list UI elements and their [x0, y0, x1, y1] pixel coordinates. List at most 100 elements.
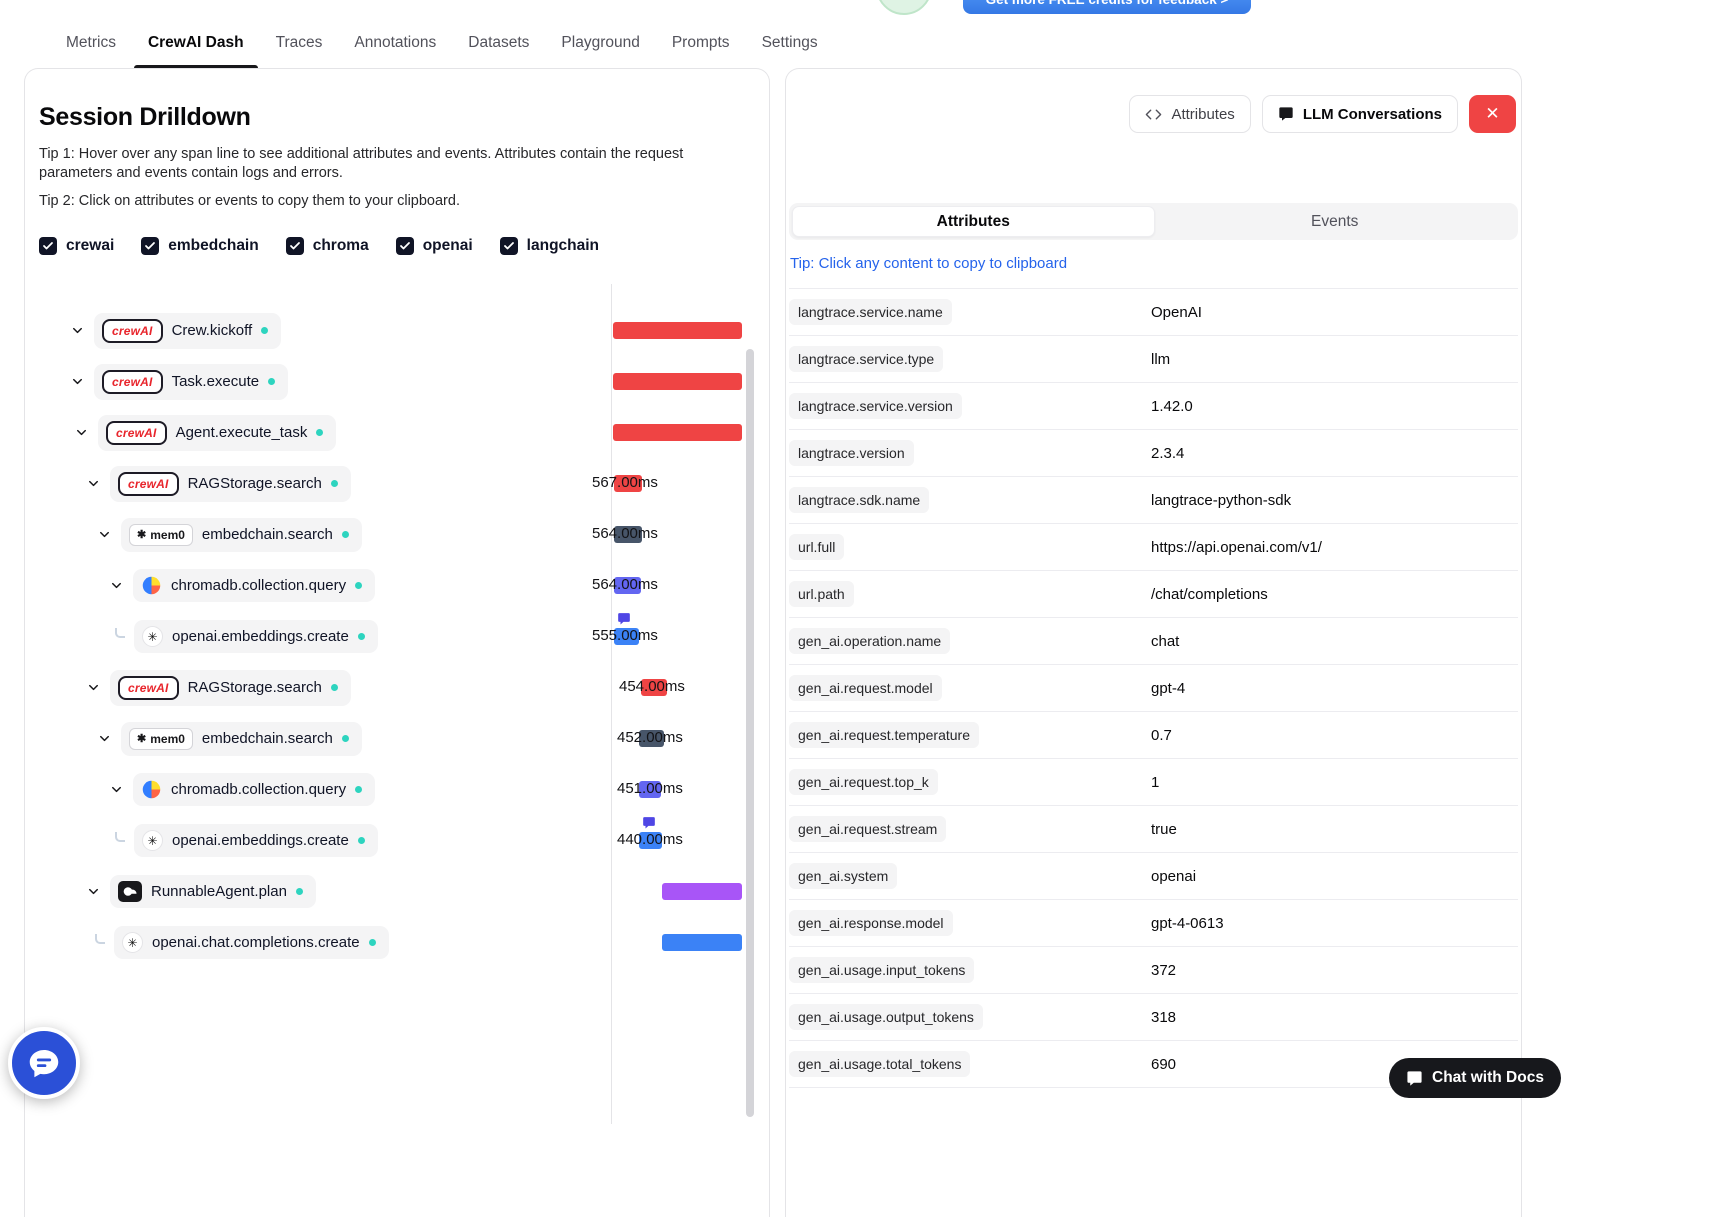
nav-tab[interactable]: Traces	[260, 34, 339, 68]
checkbox-checked-icon[interactable]	[141, 237, 160, 255]
span-duration-bar[interactable]	[614, 526, 642, 543]
attribute-row[interactable]: gen_ai.system openai	[789, 853, 1518, 900]
chevron-down-icon[interactable]	[97, 731, 112, 746]
span-label-pill[interactable]: ✱ mem0 embedchain.search	[121, 517, 362, 552]
span-label-pill[interactable]: ✳ openai.chat.completions.create	[114, 926, 389, 959]
span-duration-bar[interactable]	[662, 934, 742, 951]
span-duration-bar[interactable]	[639, 832, 662, 849]
attribute-row[interactable]: langtrace.sdk.name langtrace-python-sdk	[789, 477, 1518, 524]
chat-launcher[interactable]	[8, 1027, 80, 1099]
vendor-filter[interactable]: crewai	[39, 237, 114, 255]
chevron-down-icon[interactable]	[70, 323, 85, 338]
span-duration-bar[interactable]	[641, 679, 667, 696]
llm-conversations-button[interactable]: LLM Conversations	[1261, 95, 1458, 133]
span-duration-bar[interactable]	[639, 730, 664, 747]
vendor-filter[interactable]: embedchain	[141, 237, 259, 255]
span-duration-bar[interactable]	[614, 628, 639, 645]
attribute-row[interactable]: gen_ai.request.temperature 0.7	[789, 712, 1518, 759]
attribute-key[interactable]: gen_ai.response.model	[789, 910, 953, 936]
attribute-key[interactable]: langtrace.service.version	[789, 393, 962, 419]
attribute-key[interactable]: gen_ai.system	[789, 863, 898, 889]
span-label-pill[interactable]: ✳ openai.embeddings.create	[134, 620, 378, 653]
vertical-scrollbar[interactable]	[746, 349, 754, 1117]
checkbox-checked-icon[interactable]	[499, 237, 518, 255]
attribute-row[interactable]: gen_ai.usage.input_tokens 372	[789, 947, 1518, 994]
attribute-key[interactable]: langtrace.service.name	[789, 299, 952, 325]
attribute-key[interactable]: gen_ai.usage.output_tokens	[789, 1004, 983, 1030]
attribute-key[interactable]: gen_ai.request.model	[789, 675, 942, 701]
attribute-value[interactable]: 1.42.0	[1151, 397, 1193, 415]
span-duration-bar[interactable]	[639, 781, 661, 798]
attribute-value[interactable]: gpt-4-0613	[1151, 914, 1224, 932]
conversation-bubble-icon[interactable]	[642, 816, 656, 830]
attribute-value[interactable]: /chat/completions	[1151, 585, 1268, 603]
span-label-pill[interactable]: chromadb.collection.query	[133, 773, 376, 806]
attribute-key[interactable]: gen_ai.usage.input_tokens	[789, 957, 975, 983]
attribute-value[interactable]: 1	[1151, 773, 1160, 791]
nav-tab[interactable]: Prompts	[656, 34, 746, 68]
nav-tab[interactable]: Datasets	[452, 34, 545, 68]
nav-tab[interactable]: Settings	[746, 34, 834, 68]
chevron-down-icon[interactable]	[70, 374, 85, 389]
checkbox-checked-icon[interactable]	[395, 237, 414, 255]
attribute-value[interactable]: 0.7	[1151, 726, 1172, 744]
span-label-pill[interactable]: chromadb.collection.query	[133, 569, 376, 602]
span-duration-bar[interactable]	[614, 577, 641, 594]
chevron-down-icon[interactable]	[86, 476, 101, 491]
attribute-key[interactable]: url.full	[789, 534, 845, 560]
chevron-down-icon[interactable]	[86, 884, 101, 899]
attribute-value[interactable]: gpt-4	[1151, 679, 1186, 697]
chevron-down-icon[interactable]	[109, 578, 124, 593]
span-duration-bar[interactable]	[613, 424, 742, 441]
attribute-value[interactable]: 2.3.4	[1151, 444, 1185, 462]
attribute-value[interactable]: true	[1151, 820, 1177, 838]
copy-tip-link[interactable]: Tip: Click any content to copy to clipbo…	[790, 255, 1068, 272]
attribute-row[interactable]: langtrace.version 2.3.4	[789, 430, 1518, 477]
attribute-value[interactable]: langtrace-python-sdk	[1151, 491, 1292, 509]
free-credits-button[interactable]: Get more FREE credits for feedback >	[963, 0, 1251, 14]
attribute-value[interactable]: OpenAI	[1151, 303, 1202, 321]
attribute-row[interactable]: langtrace.service.version 1.42.0	[789, 383, 1518, 430]
attributes-button[interactable]: Attributes	[1129, 95, 1251, 133]
attribute-key[interactable]: langtrace.sdk.name	[789, 487, 930, 513]
attribute-row[interactable]: url.path /chat/completions	[789, 571, 1518, 618]
attribute-row[interactable]: url.full https://api.openai.com/v1/	[789, 524, 1518, 571]
nav-tab[interactable]: CrewAI Dash	[132, 34, 260, 68]
checkbox-checked-icon[interactable]	[285, 237, 304, 255]
chevron-down-icon[interactable]	[74, 425, 89, 440]
attribute-value[interactable]: llm	[1151, 350, 1171, 368]
span-label-pill[interactable]: ✱ mem0 embedchain.search	[121, 721, 362, 756]
span-label-pill[interactable]: crewAI Agent.execute_task	[98, 414, 337, 451]
span-label-pill[interactable]: crewAI Task.execute	[94, 363, 289, 400]
nav-tab[interactable]: Playground	[545, 34, 655, 68]
attribute-row[interactable]: gen_ai.operation.name chat	[789, 618, 1518, 665]
attribute-row[interactable]: gen_ai.response.model gpt-4-0613	[789, 900, 1518, 947]
attribute-row[interactable]: gen_ai.request.top_k 1	[789, 759, 1518, 806]
nav-tab[interactable]: Annotations	[338, 34, 452, 68]
attribute-key[interactable]: langtrace.version	[789, 440, 914, 466]
chevron-down-icon[interactable]	[109, 782, 124, 797]
attribute-key[interactable]: langtrace.service.type	[789, 346, 944, 372]
attribute-value[interactable]: 372	[1151, 961, 1177, 979]
span-label-pill[interactable]: crewAI Crew.kickoff	[94, 312, 282, 349]
attribute-value[interactable]: https://api.openai.com/v1/	[1151, 538, 1322, 556]
conversation-bubble-icon[interactable]	[617, 612, 631, 626]
attribute-row[interactable]: gen_ai.usage.total_tokens 690	[789, 1041, 1518, 1088]
attribute-row[interactable]: langtrace.service.type llm	[789, 336, 1518, 383]
nav-tab[interactable]: Metrics	[50, 34, 132, 68]
span-label-pill[interactable]: RunnableAgent.plan	[110, 875, 316, 908]
attribute-row[interactable]: langtrace.service.name OpenAI	[789, 289, 1518, 336]
attribute-row[interactable]: gen_ai.request.stream true	[789, 806, 1518, 853]
span-duration-bar[interactable]	[613, 373, 742, 390]
span-duration-bar[interactable]	[614, 475, 642, 492]
span-duration-bar[interactable]	[613, 322, 742, 339]
attribute-key[interactable]: gen_ai.request.top_k	[789, 769, 938, 795]
attribute-value[interactable]: 690	[1151, 1055, 1177, 1073]
attribute-row[interactable]: gen_ai.usage.output_tokens 318	[789, 994, 1518, 1041]
chat-with-docs-button[interactable]: Chat with Docs	[1389, 1058, 1561, 1098]
attribute-key[interactable]: gen_ai.operation.name	[789, 628, 951, 654]
tab-attributes[interactable]: Attributes	[792, 206, 1155, 237]
vendor-filter[interactable]: langchain	[499, 237, 599, 255]
close-button[interactable]: ✕	[1469, 95, 1516, 133]
attribute-key[interactable]: gen_ai.request.temperature	[789, 722, 979, 748]
